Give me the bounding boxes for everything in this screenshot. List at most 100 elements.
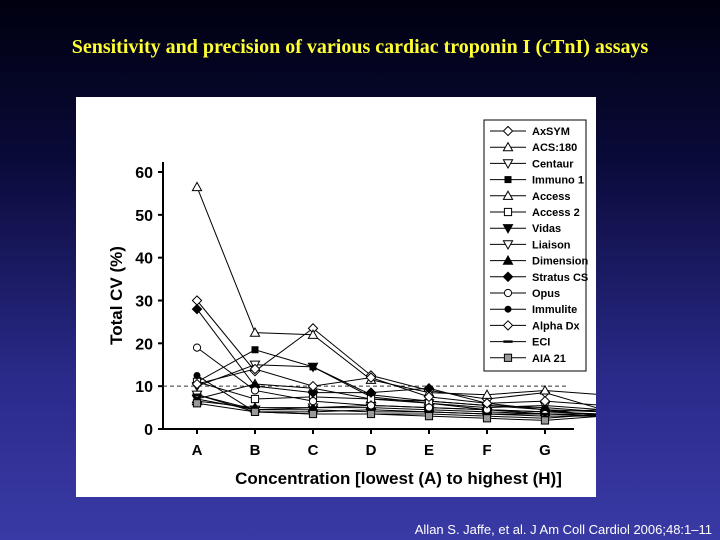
- legend-entry-immulite: Immulite: [490, 304, 577, 316]
- legend-label: Access: [532, 191, 571, 203]
- legend-entry-axsym: AxSYM: [490, 125, 570, 138]
- data-point-aia-21-f: [482, 414, 492, 423]
- legend-label: Centaur: [532, 158, 574, 170]
- data-point-stratus-cs-d: [365, 387, 377, 398]
- series-line-axsym: [196, 300, 596, 409]
- data-point-alpha-dx-b: [249, 363, 261, 375]
- data-point-alpha-dx-c: [307, 380, 319, 392]
- x-tick-label: G: [539, 442, 551, 459]
- y-tick-label: 50: [135, 208, 153, 225]
- legend-marker: [503, 353, 513, 362]
- data-point-aia-21-g: [540, 416, 550, 425]
- series-line-acs-180: [196, 186, 596, 396]
- legend-label: Access 2: [532, 207, 580, 219]
- data-point-acs-180-g: [539, 384, 551, 395]
- legend-label: Dimension: [532, 256, 589, 268]
- legend-marker: [502, 254, 514, 265]
- legend-marker: [503, 288, 513, 298]
- legend-label: Stratus CS: [532, 272, 588, 284]
- legend-marker: [502, 125, 514, 137]
- legend-entry-aia-21: AIA 21: [490, 353, 566, 365]
- legend-marker: [502, 224, 514, 234]
- legend-marker: [502, 159, 514, 170]
- legend-entry-vidas: Vidas: [490, 223, 561, 235]
- legend-entry-eci: ECI: [490, 337, 550, 349]
- series-line-stratus-cs: [196, 308, 596, 416]
- series-line-alpha-dx: [196, 368, 596, 406]
- slide-title: Sensitivity and precision of various car…: [71, 36, 649, 58]
- data-point-opus-e: [424, 403, 434, 412]
- y-axis-title: Total CV (%): [107, 246, 126, 345]
- legend-marker: [502, 141, 514, 152]
- data-point-alpha-dx-a: [191, 378, 203, 390]
- legend-label: Immulite: [532, 304, 577, 316]
- data-point-access-2-b: [250, 394, 260, 404]
- data-point-alpha-dx-e: [423, 391, 435, 403]
- data-point-opus-b: [250, 386, 260, 395]
- y-tick-label: 10: [135, 379, 153, 396]
- legend-marker: [504, 305, 512, 313]
- cv-line-chart: 0102030405060ABCDEFGHConcentration [lowe…: [107, 119, 596, 488]
- legend-entry-alpha-dx: Alpha Dx: [490, 320, 581, 332]
- legend-entry-stratus-cs: Stratus CS: [490, 271, 588, 284]
- y-tick-label: 30: [135, 294, 153, 311]
- axes: 0102030405060ABCDEFGHConcentration [lowe…: [107, 162, 574, 488]
- legend-marker: [503, 207, 513, 217]
- data-point-alpha-dx-g: [539, 395, 551, 407]
- data-point-eci-g: [540, 412, 550, 416]
- series-lines: [191, 181, 596, 425]
- y-tick-label: 0: [144, 422, 153, 439]
- data-point-eci-a: [192, 393, 202, 396]
- data-point-alpha-dx-d: [365, 372, 377, 383]
- x-tick-label: D: [366, 442, 377, 459]
- legend-entry-centaur: Centaur: [490, 158, 574, 170]
- y-tick-label: 60: [135, 165, 153, 182]
- data-point-opus-a: [192, 343, 202, 352]
- data-point-acs-180-b: [249, 327, 261, 337]
- legend: AxSYM ACS:180 Centaur Immuno 1 Access Access …: [483, 119, 589, 372]
- series-line-opus: [196, 347, 596, 415]
- data-point-opus-c: [308, 397, 318, 406]
- data-point-immuno-1-c: [309, 363, 317, 371]
- legend-label: Vidas: [532, 223, 561, 235]
- legend-marker: [503, 340, 513, 343]
- x-tick-label: C: [308, 442, 319, 459]
- x-tick-label: E: [424, 442, 434, 459]
- legend-entry-access-2: Access 2: [490, 207, 580, 219]
- series-alpha-dx: [191, 363, 596, 409]
- legend-entry-access: Access: [490, 190, 571, 203]
- data-point-immulite-a: [193, 371, 201, 379]
- data-point-aia-21-b: [250, 407, 260, 416]
- legend-marker: [502, 190, 514, 200]
- legend-label: ACS:180: [532, 142, 577, 154]
- legend-entry-liaison: Liaison: [490, 239, 571, 251]
- data-point-acs-180-a: [191, 181, 203, 192]
- legend-label: Immuno 1: [532, 175, 584, 187]
- legend-box: [483, 119, 587, 372]
- legend-label: AxSYM: [532, 126, 570, 138]
- legend-entry-acs-180: ACS:180: [490, 141, 577, 154]
- data-point-immuno-1-b: [251, 346, 259, 354]
- data-point-aia-21-a: [192, 399, 202, 408]
- x-axis-title: Concentration [lowest (A) to highest (H)…: [235, 469, 562, 488]
- y-tick-label: 40: [135, 251, 153, 268]
- x-tick-label: F: [482, 442, 491, 459]
- legend-label: AIA 21: [532, 353, 566, 365]
- legend-entry-immuno-1: Immuno 1: [490, 175, 584, 187]
- data-point-eci-d: [366, 408, 376, 411]
- series-line-access: [196, 383, 596, 412]
- data-point-eci-f: [482, 412, 492, 416]
- data-point-stratus-cs-a: [191, 303, 203, 315]
- legend-label: ECI: [532, 337, 550, 349]
- legend-marker: [502, 240, 514, 251]
- series-aia-21: [192, 399, 596, 425]
- legend-entry-dimension: Dimension: [490, 254, 589, 268]
- x-tick-label: A: [192, 442, 203, 459]
- legend-label: Opus: [532, 288, 560, 300]
- series-line-aia-21: [196, 402, 596, 421]
- legend-marker: [504, 176, 512, 184]
- legend-label: Alpha Dx: [532, 320, 581, 332]
- data-point-opus-d: [366, 401, 376, 410]
- data-point-eci-e: [424, 410, 434, 414]
- chart-panel: 0102030405060ABCDEFGHConcentration [lowe…: [76, 97, 596, 497]
